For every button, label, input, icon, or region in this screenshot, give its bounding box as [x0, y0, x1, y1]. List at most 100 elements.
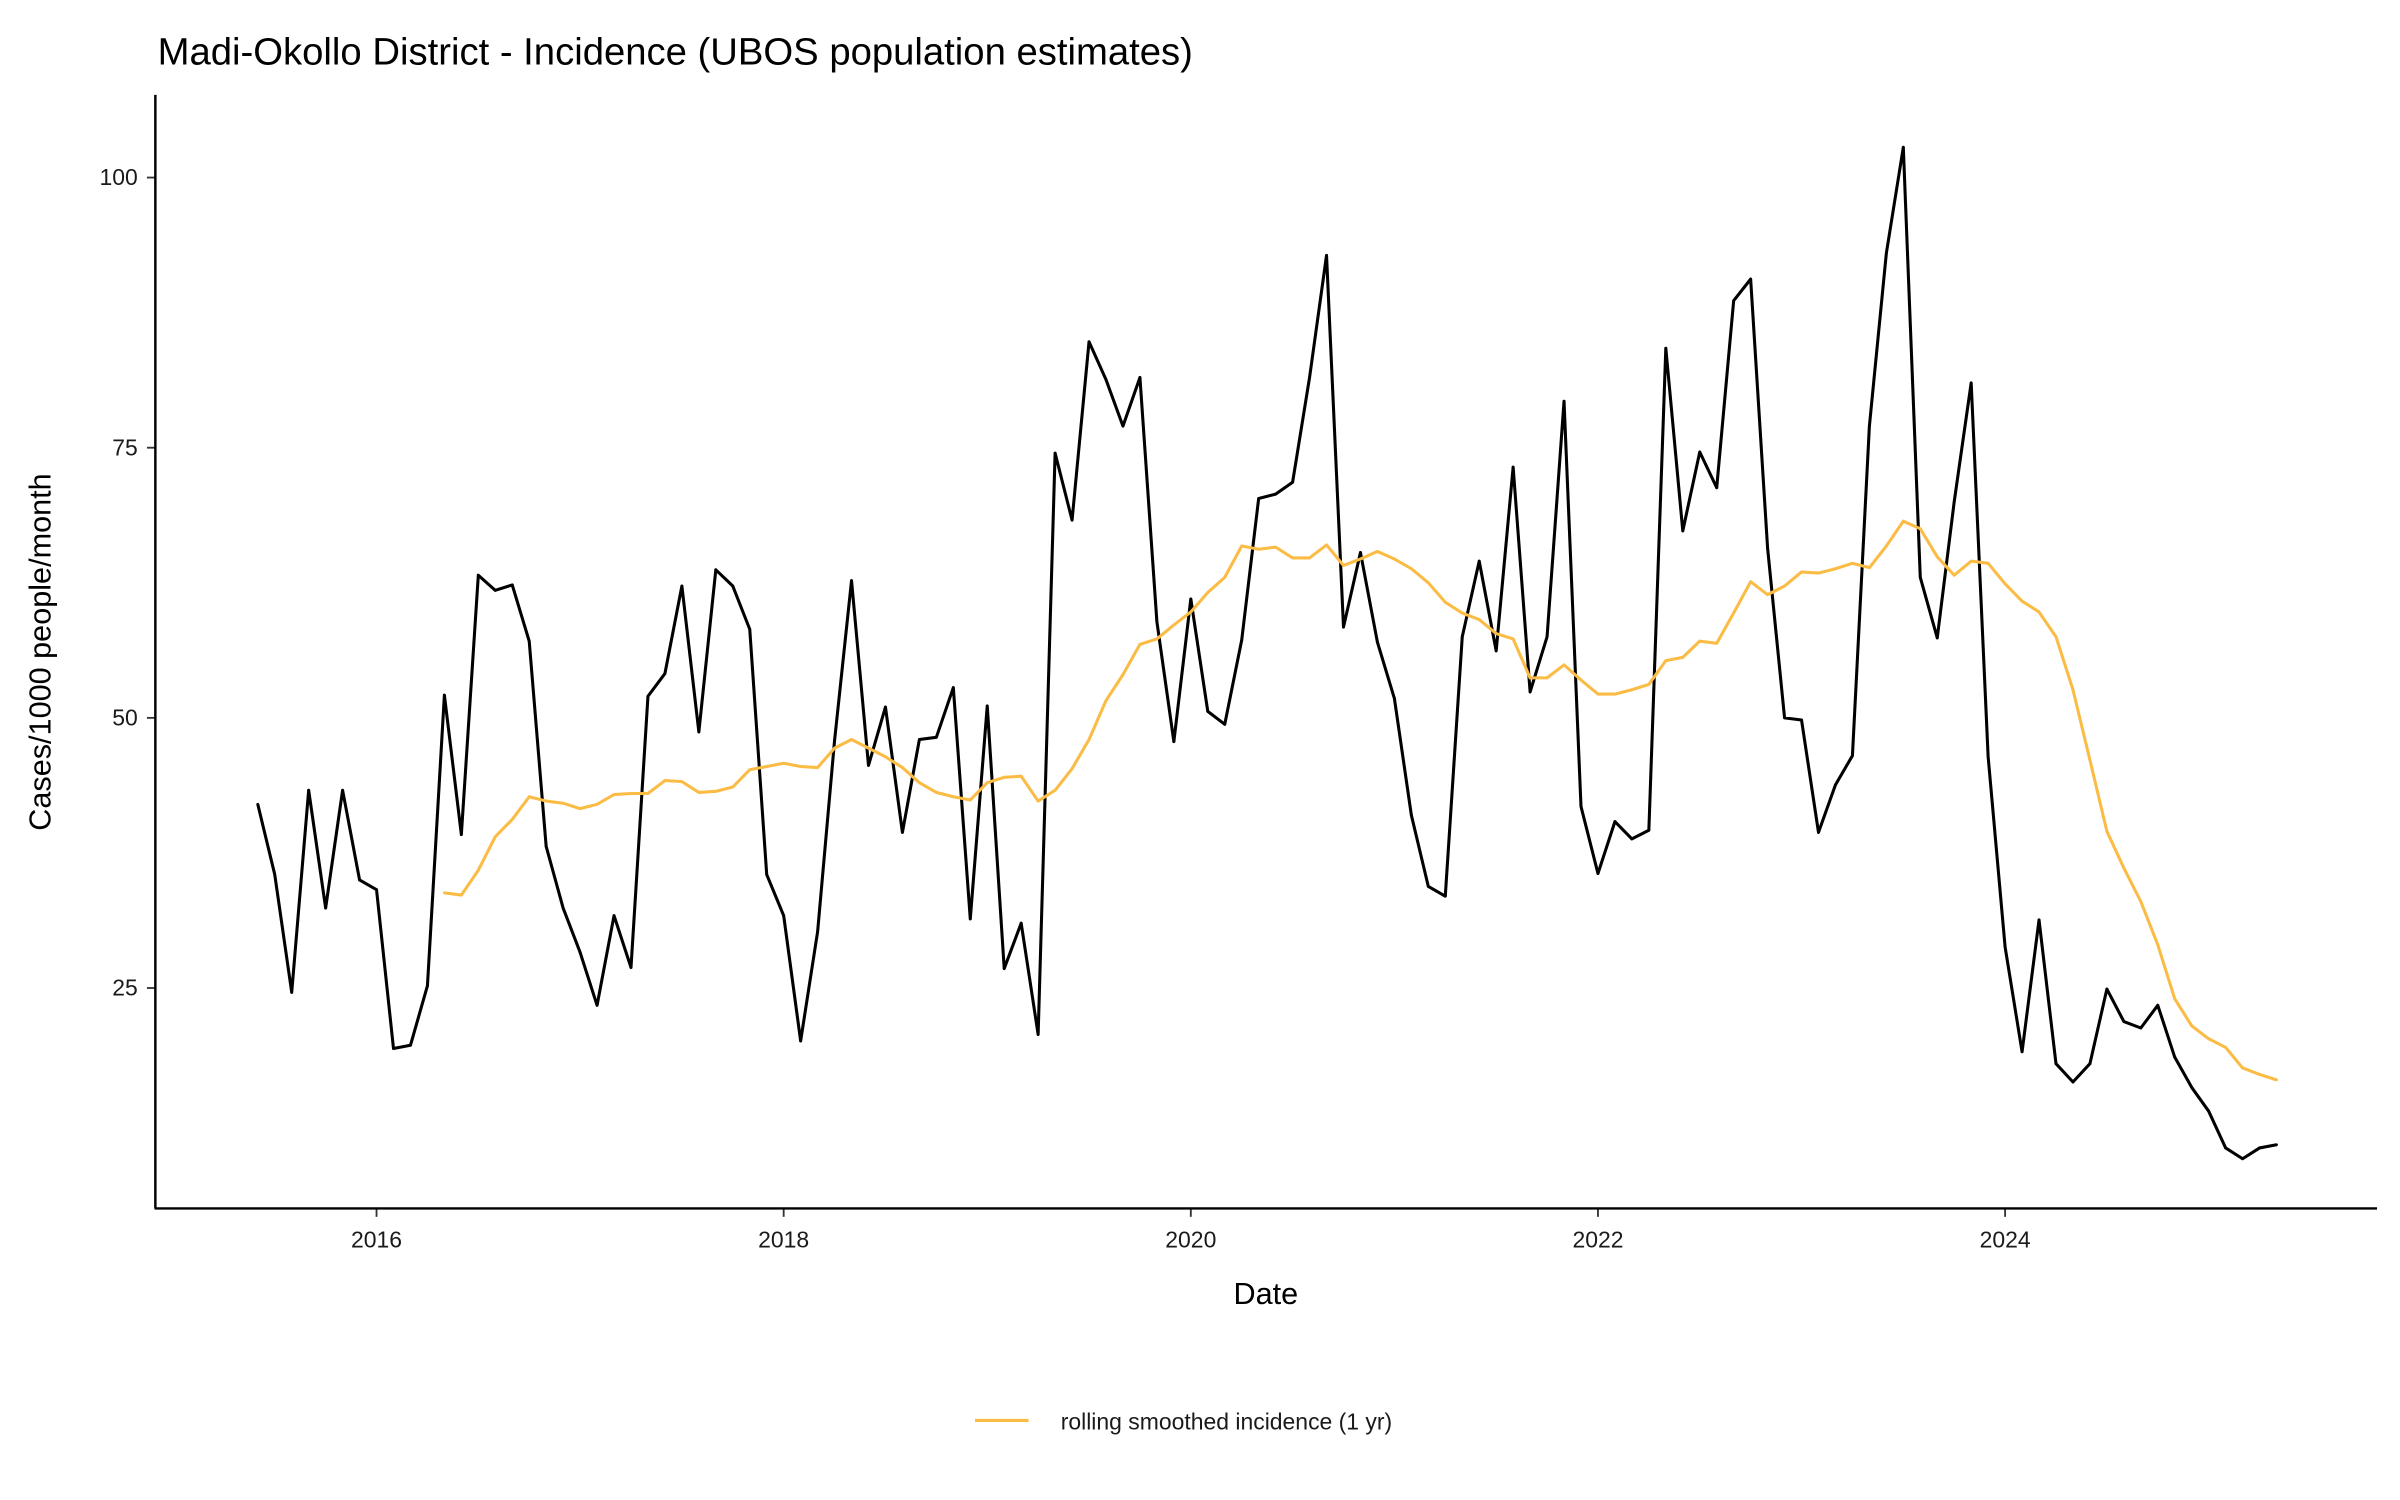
- data-point: [595, 802, 599, 806]
- data-point: [1613, 820, 1617, 823]
- x-axis-title: Date: [1233, 1277, 1298, 1311]
- data-point: [951, 686, 955, 689]
- data-point: [612, 914, 616, 917]
- data-point: [1952, 573, 1956, 577]
- data-point: [1308, 556, 1311, 560]
- series-smoothed: [443, 519, 2278, 1082]
- data-point: [1443, 894, 1447, 898]
- data-point: [833, 739, 836, 742]
- data-point: [1223, 722, 1227, 726]
- data-point: [273, 873, 277, 876]
- data-point: [527, 795, 531, 799]
- data-point: [1409, 567, 1413, 571]
- data-point: [510, 583, 514, 587]
- data-point: [1325, 543, 1328, 547]
- data-point: [1969, 381, 1973, 385]
- data-point: [1053, 788, 1057, 792]
- data-point: [1308, 376, 1311, 379]
- data-point: [646, 792, 650, 795]
- data-point: [867, 764, 870, 767]
- data-point: [2190, 1086, 2194, 1089]
- data-point: [1138, 376, 1142, 379]
- data-point: [1460, 635, 1464, 639]
- data-point: [1664, 659, 1668, 662]
- data-point: [1935, 636, 1939, 640]
- data-point: [459, 893, 463, 897]
- data-point: [1952, 500, 1956, 504]
- data-point: [2020, 599, 2024, 603]
- data-point: [1376, 550, 1379, 553]
- data-point: [459, 833, 463, 836]
- data-point: [2241, 1157, 2244, 1161]
- data-point: [426, 984, 429, 988]
- data-point: [2258, 1146, 2261, 1150]
- data-point: [2105, 987, 2109, 991]
- data-point: [1698, 639, 1702, 643]
- data-point: [1342, 564, 1345, 567]
- data-point: [1868, 566, 1871, 570]
- data-point: [1359, 557, 1362, 561]
- data-point: [1477, 559, 1481, 563]
- data-point: [901, 766, 904, 769]
- data-point: [476, 573, 480, 577]
- data-point: [1834, 783, 1837, 787]
- data-point: [629, 966, 633, 969]
- data-point: [1494, 649, 1498, 653]
- data-point: [1884, 251, 1888, 255]
- data-point: [697, 791, 701, 794]
- x-tick-label: 2020: [1165, 1226, 1216, 1252]
- data-point: [1800, 570, 1803, 574]
- data-point: [493, 588, 497, 592]
- data-point: [1070, 767, 1074, 771]
- data-point: [544, 799, 548, 803]
- data-point: [1545, 635, 1549, 639]
- data-point: [2037, 918, 2041, 922]
- data-point: [2088, 758, 2092, 762]
- data-point: [1121, 424, 1125, 428]
- x-tick-label: 2022: [1572, 1226, 1623, 1252]
- x-tick-label: 2016: [351, 1226, 402, 1252]
- data-point: [307, 788, 311, 792]
- data-point: [1647, 828, 1651, 832]
- data-point: [1698, 450, 1702, 454]
- data-point: [1206, 709, 1210, 713]
- data-point: [561, 906, 565, 910]
- data-point: [1613, 692, 1617, 696]
- y-tick-label: 50: [112, 705, 138, 731]
- data-point: [2156, 1003, 2160, 1007]
- data-point: [816, 930, 819, 934]
- data-point: [392, 1047, 395, 1050]
- data-point: [968, 798, 972, 802]
- data-point: [833, 746, 836, 750]
- data-point: [799, 765, 803, 768]
- data-point: [1036, 1033, 1040, 1036]
- data-point: [2173, 1055, 2177, 1059]
- data-point: [1240, 544, 1244, 548]
- data-point: [663, 779, 667, 782]
- data-point: [2207, 1109, 2211, 1113]
- data-point: [1749, 277, 1753, 281]
- data-point: [256, 802, 260, 806]
- data-point: [1426, 885, 1430, 888]
- y-tick-label: 100: [99, 164, 137, 190]
- data-point: [443, 891, 446, 895]
- data-point: [1851, 754, 1854, 758]
- data-point: [341, 788, 344, 792]
- data-point: [1291, 556, 1294, 560]
- data-point: [850, 579, 853, 582]
- data-point: [1834, 567, 1837, 571]
- series-incidence: [256, 145, 2278, 1161]
- data-point: [1918, 527, 1922, 531]
- data-point: [1036, 799, 1040, 803]
- data-point: [765, 873, 769, 876]
- data-point: [1053, 451, 1057, 455]
- data-point: [663, 672, 667, 675]
- data-point: [1240, 638, 1244, 642]
- data-point: [2122, 866, 2126, 870]
- y-axis-title: Cases/1000 people/month: [24, 473, 58, 830]
- data-point: [2139, 1026, 2143, 1030]
- data-point: [1138, 642, 1142, 646]
- y-tick-label: 75: [112, 434, 138, 460]
- data-point: [1376, 640, 1379, 644]
